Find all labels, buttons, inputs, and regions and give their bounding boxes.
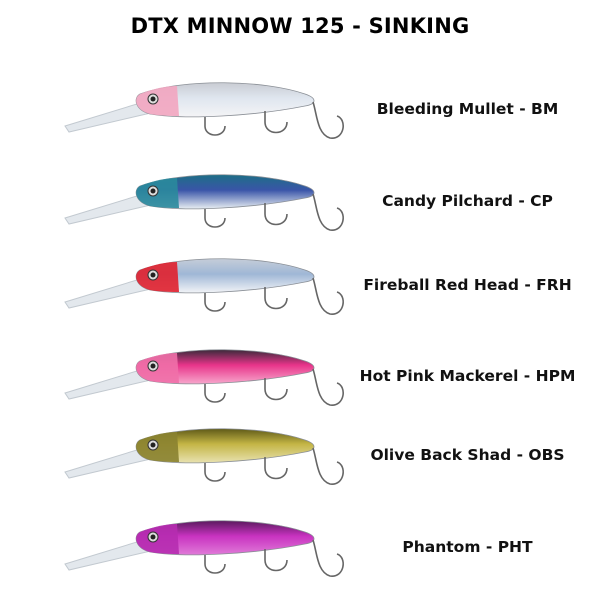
lure-label: Fireball Red Head - FRH bbox=[363, 276, 572, 294]
lure-label: Candy Pilchard - CP bbox=[382, 192, 553, 210]
lure-label: Olive Back Shad - OBS bbox=[370, 446, 565, 464]
lure-image bbox=[64, 520, 344, 577]
lure-image bbox=[64, 349, 344, 406]
hook-icon bbox=[204, 101, 344, 139]
lure-label: Phantom - PHT bbox=[402, 538, 533, 556]
hook-icon bbox=[204, 368, 344, 406]
lure-row: Candy Pilchard - CP bbox=[0, 156, 600, 248]
lure-row: Phantom - PHT bbox=[0, 502, 600, 594]
hook-icon bbox=[204, 539, 344, 577]
lure-row: Hot Pink Mackerel - HPM bbox=[0, 331, 600, 423]
hook-icon bbox=[204, 447, 344, 485]
lure-row: Fireball Red Head - FRH bbox=[0, 240, 600, 332]
page-title: DTX MINNOW 125 - SINKING bbox=[130, 14, 470, 38]
lure-image bbox=[64, 174, 344, 231]
lure-label: Hot Pink Mackerel - HPM bbox=[359, 367, 576, 385]
lure-image bbox=[64, 82, 344, 139]
hook-icon bbox=[204, 277, 344, 315]
lure-image bbox=[64, 428, 344, 485]
lure-image bbox=[64, 258, 344, 315]
hook-icon bbox=[204, 193, 344, 231]
lure-row: Olive Back Shad - OBS bbox=[0, 410, 600, 502]
lure-label: Bleeding Mullet - BM bbox=[376, 100, 559, 118]
lure-row: Bleeding Mullet - BM bbox=[0, 64, 600, 156]
